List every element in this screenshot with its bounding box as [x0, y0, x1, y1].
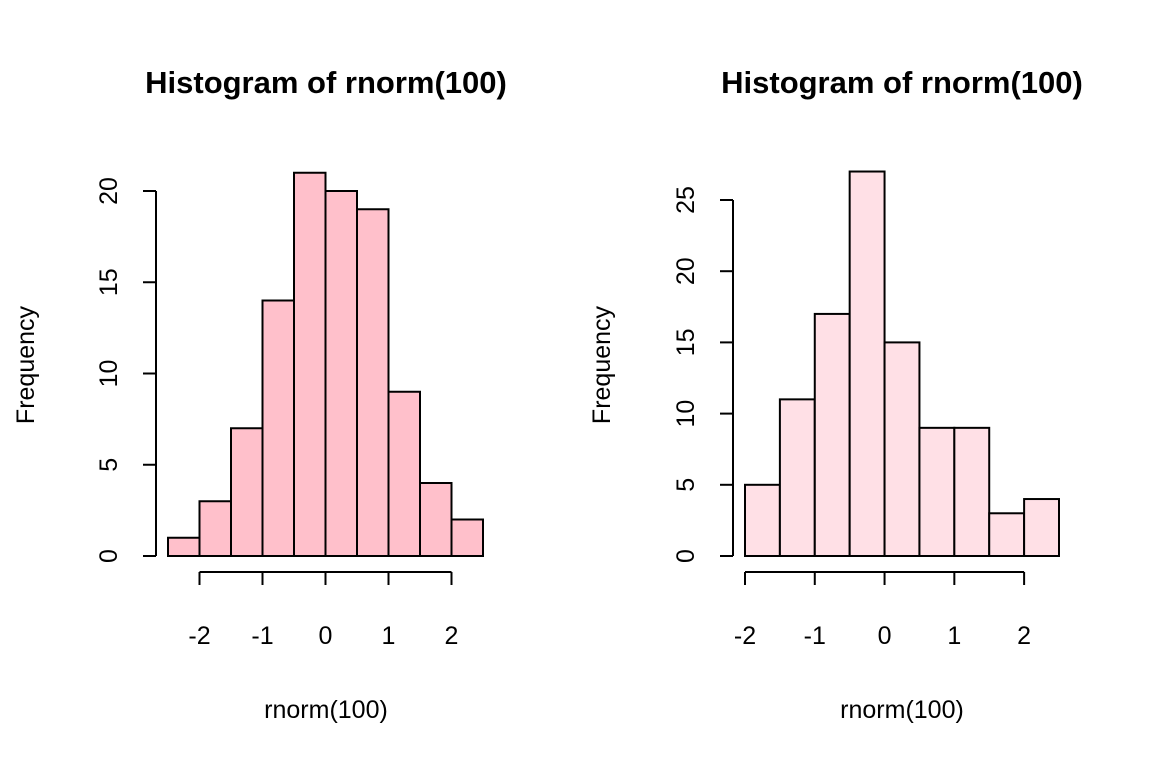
y-tick-label: 20 [672, 257, 700, 285]
histogram-bar [744, 483, 781, 557]
y-tick-label: 15 [95, 268, 123, 296]
x-axis: -2 -1 0 1 2 [188, 571, 459, 650]
histogram-bar [1023, 498, 1060, 558]
x-tick-label: -1 [804, 622, 826, 650]
histogram-bar [918, 426, 956, 557]
y-axis-label: Frequency [12, 305, 40, 424]
chart-title: Histogram of rnorm(100) [721, 65, 1083, 100]
bar-group [167, 171, 484, 557]
x-tick-label: -2 [734, 622, 756, 650]
y-tick-label: 0 [672, 549, 700, 563]
histogram-bar [261, 299, 295, 557]
y-tick-label: 0 [95, 549, 123, 563]
x-tick-label: 0 [878, 622, 892, 650]
histogram-bar [883, 341, 921, 557]
y-tick-label: 15 [672, 328, 700, 356]
histogram-bar [356, 208, 390, 557]
x-tick-label: 1 [382, 622, 396, 650]
x-tick-label: 2 [1017, 622, 1031, 650]
y-tick-label: 5 [95, 458, 123, 472]
histogram-bar [848, 170, 886, 558]
histogram-bar [324, 190, 358, 557]
y-axis-label: Frequency [588, 305, 616, 424]
histogram-bar [988, 512, 1026, 558]
x-axis-label: rnorm(100) [264, 696, 388, 724]
histogram-bar [293, 171, 327, 557]
x-axis: -2 -1 0 1 2 [734, 571, 1031, 650]
histogram-bar [387, 390, 421, 557]
bar-group [744, 170, 1060, 558]
histogram-panel-left: Histogram of rnorm(100) rnorm(100) Frequ… [12, 65, 507, 724]
chart-title: Histogram of rnorm(100) [145, 65, 507, 100]
histogram-bar [198, 500, 232, 557]
y-tick-label: 10 [672, 400, 700, 428]
histogram-bar [167, 536, 201, 557]
x-tick-label: -2 [188, 622, 210, 650]
y-tick-label: 10 [95, 360, 123, 388]
y-axis: 0 5 10 15 20 [95, 177, 157, 563]
x-tick-label: -1 [251, 622, 273, 650]
x-axis-label: rnorm(100) [840, 696, 964, 724]
histogram-bar [778, 398, 816, 557]
x-tick-label: 2 [445, 622, 459, 650]
x-tick-label: 1 [947, 622, 961, 650]
histogram-bar [450, 518, 484, 557]
x-tick-label: 0 [319, 622, 333, 650]
y-axis: 0 5 10 15 20 25 [672, 186, 734, 563]
histogram-bar [230, 427, 264, 557]
histogram-bar [813, 312, 851, 558]
histogram-panel-right: Histogram of rnorm(100) rnorm(100) Frequ… [588, 65, 1083, 724]
y-tick-label: 20 [95, 177, 123, 205]
histogram-bar [953, 426, 991, 557]
y-tick-label: 5 [672, 478, 700, 492]
histogram-bar [419, 482, 453, 557]
y-tick-label: 25 [672, 186, 700, 214]
